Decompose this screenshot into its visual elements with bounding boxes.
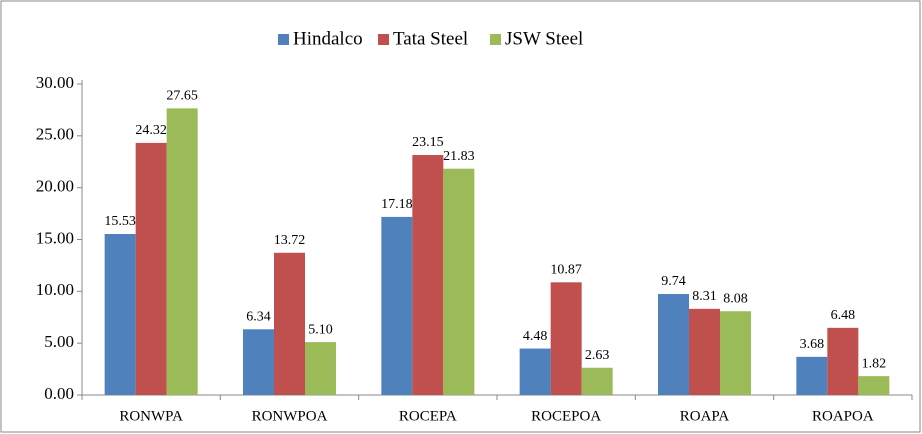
data-label: 2.63 — [585, 348, 610, 363]
data-label: 21.83 — [443, 149, 475, 164]
x-tick-label: RONWPA — [119, 408, 183, 424]
bar — [274, 252, 305, 395]
data-label: 1.82 — [862, 356, 887, 371]
data-label: 5.10 — [308, 322, 333, 337]
bar — [381, 216, 413, 395]
data-label: 6.48 — [831, 308, 856, 323]
bar — [243, 329, 274, 395]
data-label: 23.15 — [412, 135, 444, 150]
x-tick-label: RONWPOA — [252, 408, 328, 424]
bar — [720, 311, 751, 395]
data-label: 13.72 — [274, 233, 306, 248]
bar — [796, 356, 828, 395]
y-tick-label: 15.00 — [36, 228, 74, 247]
x-tick-label: ROCEPOA — [531, 408, 601, 424]
y-tick-label: 25.00 — [36, 125, 74, 144]
data-label: 10.87 — [550, 263, 582, 278]
y-tick-label: 30.00 — [36, 73, 74, 92]
bar — [412, 155, 444, 395]
data-label: 3.68 — [800, 337, 825, 352]
legend-label: Tata Steel — [393, 28, 468, 49]
bar — [104, 234, 136, 395]
y-tick-label: 0.00 — [44, 384, 74, 403]
data-label: 4.48 — [523, 329, 548, 344]
bar — [827, 327, 859, 395]
y-tick-label: 10.00 — [36, 280, 74, 299]
bar — [581, 367, 613, 395]
data-label: 8.08 — [723, 291, 748, 306]
legend-swatch — [378, 34, 389, 45]
x-tick-label: ROCEPA — [399, 408, 457, 424]
legend-label: Hindalco — [293, 28, 363, 49]
bar — [858, 376, 890, 395]
y-tick-label: 20.00 — [36, 177, 74, 196]
data-label: 17.18 — [381, 197, 413, 212]
legend-label: JSW Steel — [505, 28, 583, 49]
bar — [166, 108, 198, 395]
y-tick-label: 5.00 — [44, 332, 74, 351]
data-label: 24.32 — [135, 123, 167, 138]
data-label: 8.31 — [692, 289, 717, 304]
bar — [519, 348, 551, 395]
bar — [550, 282, 582, 395]
x-tick-label: ROAPOA — [812, 408, 874, 424]
bar — [689, 308, 720, 395]
legend-swatch — [490, 34, 501, 45]
data-label: 6.34 — [246, 309, 271, 324]
bar — [443, 168, 475, 395]
data-label: 9.74 — [661, 274, 686, 289]
data-label: 15.53 — [104, 214, 136, 229]
x-tick-label: ROAPA — [680, 408, 730, 424]
bar — [305, 342, 336, 395]
bar — [135, 142, 167, 395]
data-label: 27.65 — [166, 89, 198, 104]
bar — [658, 294, 689, 395]
legend-swatch — [278, 34, 289, 45]
